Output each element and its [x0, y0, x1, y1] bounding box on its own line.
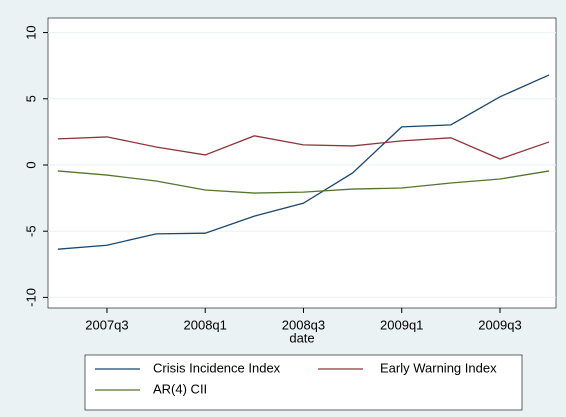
x-tick-label: 2007q3: [85, 317, 128, 332]
plot-area: [47, 17, 557, 309]
y-tick-label: -10: [23, 288, 38, 307]
y-tick-label: 10: [23, 25, 38, 39]
y-tick-label: 0: [23, 161, 38, 168]
series-line: [57, 135, 550, 160]
legend-label: Crisis Incidence Index: [153, 360, 281, 375]
x-tick-label: 2009q1: [380, 317, 423, 332]
x-tick-label: 2008q1: [184, 317, 227, 332]
x-tick-label: 2008q3: [282, 317, 325, 332]
legend: [84, 354, 523, 411]
series-line: [57, 74, 550, 250]
legend-label: Early Warning Index: [380, 360, 497, 375]
x-tick-label: 2009q3: [478, 317, 521, 332]
y-tick-label: 5: [23, 95, 38, 102]
y-tick-label: -5: [23, 225, 38, 237]
series-line: [57, 170, 550, 194]
x-axis-label: date: [289, 330, 314, 345]
legend-label: AR(4) CII: [153, 381, 207, 396]
